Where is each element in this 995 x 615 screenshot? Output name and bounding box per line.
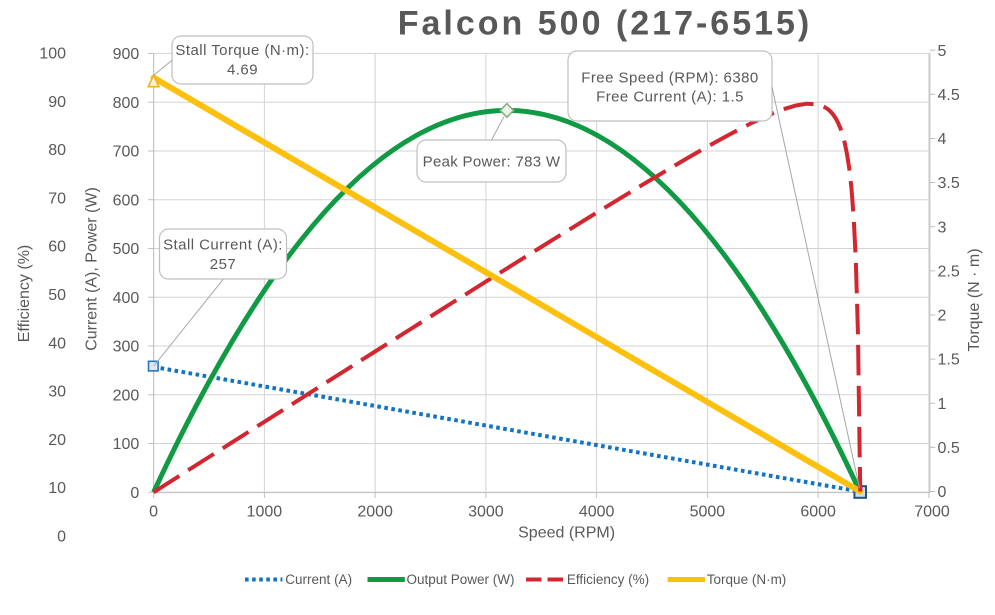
svg-text:Stall Torque (N·m):: Stall Torque (N·m): — [175, 42, 309, 59]
svg-text:3: 3 — [938, 219, 947, 236]
svg-text:90: 90 — [48, 94, 66, 111]
svg-text:4.5: 4.5 — [938, 87, 960, 104]
svg-text:70: 70 — [48, 190, 66, 207]
svg-text:0: 0 — [149, 504, 158, 521]
svg-text:80: 80 — [48, 142, 66, 159]
svg-text:2.5: 2.5 — [938, 263, 960, 280]
svg-text:1: 1 — [938, 396, 947, 413]
svg-text:Current (A): Current (A) — [285, 572, 352, 587]
svg-text:7000: 7000 — [914, 504, 950, 521]
svg-text:4000: 4000 — [579, 504, 615, 521]
svg-text:0: 0 — [130, 485, 139, 502]
svg-text:0: 0 — [938, 484, 947, 501]
svg-text:1.5: 1.5 — [938, 352, 960, 369]
svg-text:5: 5 — [938, 43, 947, 60]
svg-text:Current (A), Power (W): Current (A), Power (W) — [84, 187, 101, 351]
svg-text:Free Current (A): 1.5: Free Current (A): 1.5 — [596, 89, 744, 106]
svg-text:Peak Power: 783 W: Peak Power: 783 W — [423, 153, 561, 170]
svg-text:0.5: 0.5 — [938, 440, 960, 457]
svg-text:200: 200 — [113, 387, 140, 404]
svg-text:0: 0 — [57, 529, 66, 546]
svg-text:60: 60 — [48, 239, 66, 256]
svg-text:Stall Current (A):: Stall Current (A): — [163, 236, 283, 253]
svg-text:300: 300 — [113, 339, 140, 356]
svg-text:500: 500 — [113, 241, 140, 258]
svg-text:2: 2 — [938, 308, 947, 325]
svg-text:700: 700 — [113, 144, 140, 161]
svg-text:100: 100 — [39, 46, 66, 63]
svg-text:Falcon 500 (217-6515): Falcon 500 (217-6515) — [398, 5, 813, 43]
svg-text:10: 10 — [48, 480, 66, 497]
svg-text:3.5: 3.5 — [938, 175, 960, 192]
svg-text:Torque (N·m): Torque (N·m) — [707, 572, 787, 587]
svg-text:800: 800 — [113, 95, 140, 112]
svg-text:5000: 5000 — [690, 504, 726, 521]
svg-text:Torque (N · m): Torque (N · m) — [966, 248, 983, 351]
svg-text:2000: 2000 — [357, 504, 393, 521]
svg-text:Speed (RPM): Speed (RPM) — [518, 525, 615, 542]
svg-text:257: 257 — [210, 256, 236, 273]
svg-text:30: 30 — [48, 384, 66, 401]
svg-text:50: 50 — [48, 287, 66, 304]
svg-text:100: 100 — [113, 436, 140, 453]
svg-text:40: 40 — [48, 335, 66, 352]
svg-text:600: 600 — [113, 192, 140, 209]
svg-text:4.69: 4.69 — [227, 62, 258, 79]
svg-text:Efficiency (%): Efficiency (%) — [567, 572, 649, 587]
svg-text:Output Power (W): Output Power (W) — [407, 572, 515, 587]
svg-text:400: 400 — [113, 290, 140, 307]
svg-text:900: 900 — [113, 46, 140, 63]
svg-text:1000: 1000 — [247, 504, 283, 521]
svg-text:4: 4 — [938, 131, 947, 148]
svg-text:3000: 3000 — [468, 504, 504, 521]
svg-text:6000: 6000 — [800, 504, 836, 521]
svg-text:Efficiency (%): Efficiency (%) — [16, 245, 33, 343]
svg-text:20: 20 — [48, 432, 66, 449]
svg-text:Free Speed (RPM): 6380: Free Speed (RPM): 6380 — [581, 70, 758, 87]
